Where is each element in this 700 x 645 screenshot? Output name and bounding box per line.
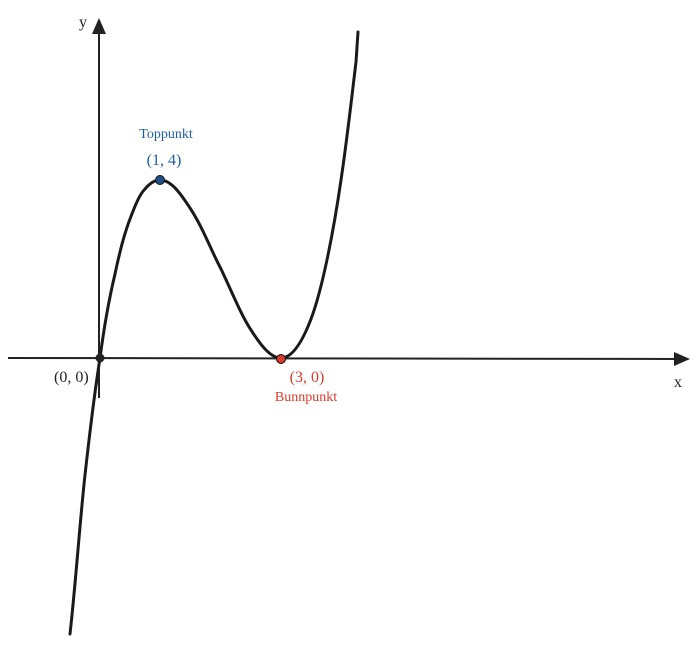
curve bbox=[68, 30, 360, 636]
min-label: (3, 0) bbox=[290, 369, 325, 386]
y-label: y bbox=[79, 14, 87, 31]
min-point bbox=[276, 354, 286, 364]
origin-point bbox=[95, 353, 105, 363]
max-name: Toppunkt bbox=[139, 127, 193, 142]
x-axis bbox=[7, 357, 681, 360]
origin-label: (0, 0) bbox=[54, 369, 89, 386]
max-label: (1, 4) bbox=[147, 152, 182, 169]
max-point bbox=[155, 175, 165, 185]
x-label: x bbox=[674, 374, 682, 391]
y-arrow bbox=[92, 18, 106, 34]
x-arrow bbox=[674, 352, 690, 366]
min-name: Bunnpunkt bbox=[275, 390, 337, 405]
